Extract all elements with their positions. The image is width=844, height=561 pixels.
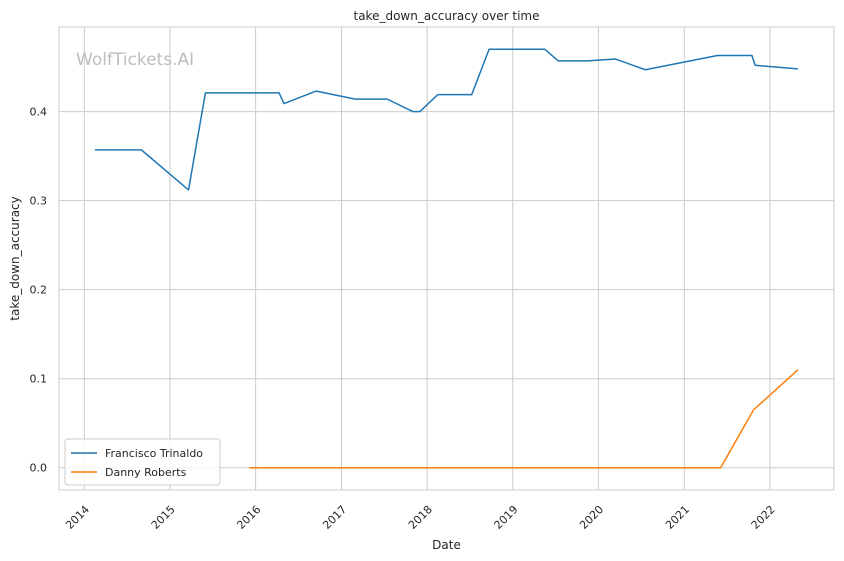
chart-title: take_down_accuracy over time: [354, 9, 540, 23]
plot-frame: [58, 26, 835, 491]
legend-label: Francisco Trinaldo: [105, 447, 203, 460]
x-tick-label: 2018: [406, 503, 435, 532]
x-tick-label: 2022: [749, 503, 778, 532]
series-line: [249, 369, 799, 469]
y-tick-label: 0.1: [30, 373, 48, 386]
x-tick-label: 2017: [320, 503, 349, 532]
series-lines: [94, 48, 799, 469]
x-tick-label: 2016: [234, 503, 263, 532]
y-axis-label: take_down_accuracy: [8, 196, 22, 320]
legend-box: [64, 438, 221, 486]
legend: Francisco Trinaldo Danny Roberts: [64, 438, 221, 486]
grid: [59, 27, 834, 490]
watermark: WolfTickets.AI: [76, 50, 194, 70]
x-tick-label: 2014: [63, 503, 92, 532]
y-tick-label: 0.2: [30, 284, 48, 297]
y-tick-label: 0.4: [30, 106, 48, 119]
y-tick-label: 0.3: [30, 195, 48, 208]
x-tick-label: 2020: [577, 503, 606, 532]
legend-label: Danny Roberts: [105, 466, 187, 479]
x-tick-label: 2019: [492, 503, 521, 532]
series-line: [94, 48, 798, 191]
x-axis-label: Date: [432, 538, 461, 552]
y-tick-label: 0.0: [30, 462, 48, 475]
x-tick-label: 2021: [663, 503, 692, 532]
x-tick-label: 2015: [149, 503, 178, 532]
